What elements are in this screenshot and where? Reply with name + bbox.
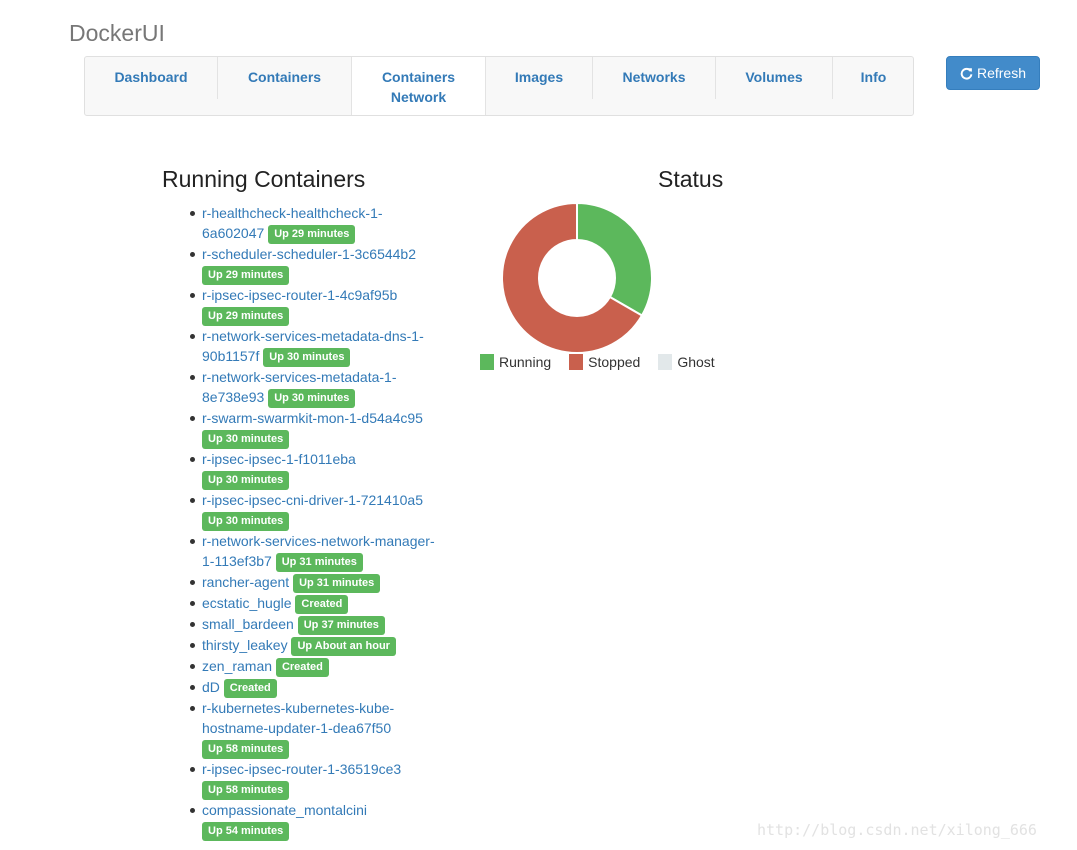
list-item: dD Created bbox=[190, 677, 442, 698]
app-brand[interactable]: DockerUI bbox=[69, 20, 165, 46]
legend-item-ghost: Ghost bbox=[658, 354, 715, 370]
container-link[interactable]: r-ipsec-ipsec-1-f1011eba bbox=[202, 451, 356, 467]
tab-label: Info bbox=[860, 69, 887, 85]
list-item: r-ipsec-ipsec-router-1-36519ce3 Up 58 mi… bbox=[190, 759, 442, 800]
container-link[interactable]: r-ipsec-ipsec-router-1-36519ce3 bbox=[202, 761, 402, 777]
pie-slice-running bbox=[576, 201, 653, 317]
list-item: r-swarm-swarmkit-mon-1-d54a4c95 Up 30 mi… bbox=[190, 408, 442, 449]
tab-networks[interactable]: Networks bbox=[593, 57, 715, 115]
list-item: r-scheduler-scheduler-1-3c6544b2 Up 29 m… bbox=[190, 244, 442, 285]
status-badge: Up 58 minutes bbox=[202, 781, 290, 800]
status-badge: Up 37 minutes bbox=[297, 616, 385, 635]
container-link[interactable]: r-ipsec-ipsec-cni-driver-1-721410a5 bbox=[202, 492, 423, 508]
status-badge: Up 30 minutes bbox=[202, 512, 290, 531]
list-item: small_bardeen Up 37 minutes bbox=[190, 614, 442, 635]
status-chart bbox=[501, 201, 653, 358]
status-badge: Up 31 minutes bbox=[293, 574, 381, 593]
nav-divider bbox=[485, 57, 486, 115]
refresh-icon bbox=[960, 67, 973, 80]
tab-containers-network[interactable]: Containers Network bbox=[352, 57, 485, 115]
nav-divider bbox=[715, 57, 716, 99]
legend-label: Ghost bbox=[677, 354, 715, 370]
status-badge: Up 29 minutes bbox=[202, 266, 290, 285]
legend-swatch bbox=[569, 354, 584, 370]
status-badge: Up 30 minutes bbox=[202, 430, 290, 449]
refresh-button[interactable]: Refresh bbox=[946, 56, 1040, 90]
list-item: ecstatic_hugle Created bbox=[190, 593, 442, 614]
legend-item-stopped: Stopped bbox=[569, 354, 640, 370]
status-badge: Up 30 minutes bbox=[263, 348, 351, 367]
container-link[interactable]: small_bardeen bbox=[202, 616, 294, 632]
legend-item-running: Running bbox=[480, 354, 551, 370]
watermark: http://blog.csdn.net/xilong_666 bbox=[757, 821, 1037, 839]
running-containers-list: r-healthcheck-healthcheck-1-6a602047 Up … bbox=[190, 203, 442, 841]
status-legend: Running Stopped Ghost bbox=[480, 354, 733, 370]
tab-label: Dashboard bbox=[114, 69, 188, 85]
status-badge: Created bbox=[275, 658, 329, 677]
container-link[interactable]: r-network-services-metadata-dns-1-90b115… bbox=[202, 328, 424, 364]
legend-swatch bbox=[658, 354, 673, 370]
list-item: zen_raman Created bbox=[190, 656, 442, 677]
status-badge: Up 58 minutes bbox=[202, 740, 290, 759]
container-link[interactable]: r-network-services-network-manager-1-113… bbox=[202, 533, 435, 569]
container-link[interactable]: r-scheduler-scheduler-1-3c6544b2 bbox=[202, 246, 417, 262]
status-badge: Up 29 minutes bbox=[202, 307, 290, 326]
status-badge: Up 29 minutes bbox=[268, 225, 356, 244]
tab-label-line2: Network bbox=[390, 89, 447, 105]
container-link[interactable]: r-swarm-swarmkit-mon-1-d54a4c95 bbox=[202, 410, 423, 426]
status-heading: Status bbox=[658, 166, 724, 192]
container-link[interactable]: r-healthcheck-healthcheck-1-6a602047 bbox=[202, 205, 383, 241]
list-item: r-network-services-metadata-dns-1-90b115… bbox=[190, 326, 442, 367]
tab-label: Networks bbox=[622, 69, 686, 85]
tab-label: Images bbox=[514, 69, 564, 85]
tab-label: Containers bbox=[381, 69, 456, 85]
list-item: r-network-services-metadata-1-8e738e93 U… bbox=[190, 367, 442, 408]
list-item: r-kubernetes-kubernetes-kube-hostname-up… bbox=[190, 698, 442, 759]
legend-label: Stopped bbox=[588, 354, 641, 370]
tab-label: Volumes bbox=[745, 69, 803, 85]
list-item: r-ipsec-ipsec-1-f1011eba Up 30 minutes bbox=[190, 449, 442, 490]
tab-dashboard[interactable]: Dashboard bbox=[85, 57, 217, 115]
status-badge: Up 30 minutes bbox=[268, 389, 356, 408]
container-link[interactable]: rancher-agent bbox=[202, 574, 290, 590]
list-item: rancher-agent Up 31 minutes bbox=[190, 572, 442, 593]
list-item: r-network-services-network-manager-1-113… bbox=[190, 531, 442, 572]
list-item: r-ipsec-ipsec-router-1-4c9af95b Up 29 mi… bbox=[190, 285, 442, 326]
tab-containers[interactable]: Containers bbox=[218, 57, 351, 115]
tab-images[interactable]: Images bbox=[486, 57, 592, 115]
running-containers-heading: Running Containers bbox=[162, 166, 366, 192]
container-link[interactable]: r-kubernetes-kubernetes-kube-hostname-up… bbox=[202, 700, 395, 736]
container-link[interactable]: r-network-services-metadata-1-8e738e93 bbox=[202, 369, 397, 405]
status-badge: Up 31 minutes bbox=[275, 553, 363, 572]
nav-divider bbox=[217, 57, 218, 99]
legend-label: Running bbox=[499, 354, 552, 370]
status-badge: Created bbox=[223, 679, 277, 698]
pie-slice-stopped bbox=[501, 201, 644, 354]
container-link[interactable]: dD bbox=[202, 679, 220, 695]
nav-divider bbox=[832, 57, 833, 99]
tab-volumes[interactable]: Volumes bbox=[716, 57, 832, 115]
status-donut bbox=[501, 201, 653, 354]
nav-divider bbox=[351, 57, 352, 115]
refresh-label: Refresh bbox=[976, 65, 1027, 81]
tab-label: Containers bbox=[247, 69, 322, 85]
container-link[interactable]: compassionate_montalcini bbox=[202, 802, 367, 818]
nav-divider bbox=[592, 57, 593, 99]
container-link[interactable]: r-ipsec-ipsec-router-1-4c9af95b bbox=[202, 287, 398, 303]
status-badge: Up About an hour bbox=[291, 637, 396, 656]
list-item: r-healthcheck-healthcheck-1-6a602047 Up … bbox=[190, 203, 442, 244]
main-nav: Dashboard Containers Containers Network … bbox=[84, 56, 914, 116]
legend-swatch bbox=[480, 354, 494, 370]
list-item: r-ipsec-ipsec-cni-driver-1-721410a5 Up 3… bbox=[190, 490, 442, 531]
container-link[interactable]: thirsty_leakey bbox=[202, 637, 288, 653]
list-item: thirsty_leakey Up About an hour bbox=[190, 635, 442, 656]
status-badge: Up 30 minutes bbox=[202, 471, 290, 490]
container-link[interactable]: zen_raman bbox=[202, 658, 273, 674]
status-badge: Created bbox=[295, 595, 349, 614]
tab-info[interactable]: Info bbox=[833, 57, 914, 115]
list-item: compassionate_montalcini Up 54 minutes bbox=[190, 800, 442, 841]
container-link[interactable]: ecstatic_hugle bbox=[202, 595, 292, 611]
status-badge: Up 54 minutes bbox=[202, 822, 290, 841]
